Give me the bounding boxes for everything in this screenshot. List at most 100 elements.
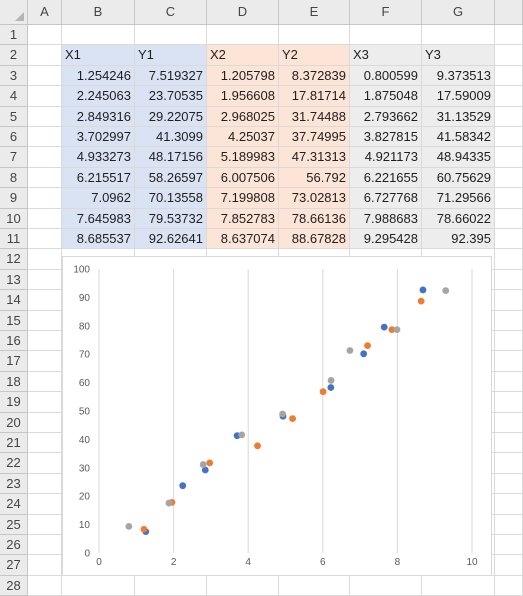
cell[interactable] [28,412,62,433]
table-value-cell[interactable]: 1.956608 [207,86,279,107]
row-header-14[interactable]: 14 [0,290,28,311]
cell[interactable] [28,453,62,474]
cell[interactable] [28,25,62,46]
cell[interactable] [28,290,62,311]
row-header-23[interactable]: 23 [0,473,28,495]
cell[interactable] [28,494,62,515]
cell[interactable] [495,412,523,433]
table-value-cell[interactable]: 23.70535 [135,86,207,107]
cell[interactable] [28,351,62,372]
cell[interactable] [495,167,523,189]
cell[interactable] [135,25,207,46]
cell[interactable] [28,188,62,209]
table-value-cell[interactable]: 4.921173 [350,147,422,168]
table-header-cell[interactable]: X3 [350,45,422,66]
row-header-3[interactable]: 3 [0,65,28,87]
row-header-16[interactable]: 16 [0,331,28,352]
table-value-cell[interactable]: 70.13558 [135,188,207,209]
cell[interactable] [28,65,62,87]
table-value-cell[interactable]: 31.74488 [279,106,350,127]
table-value-cell[interactable]: 56.792 [279,167,350,189]
column-header-f[interactable]: F [350,0,422,25]
cell[interactable] [28,147,62,168]
table-header-cell[interactable]: Y2 [279,45,350,66]
row-header-5[interactable]: 5 [0,106,28,127]
cell[interactable] [135,575,207,596]
table-value-cell[interactable]: 2.849316 [62,106,135,127]
table-value-cell[interactable]: 48.17156 [135,147,207,168]
cell[interactable] [495,45,523,66]
table-value-cell[interactable]: 78.66022 [422,208,495,229]
table-value-cell[interactable]: 79.53732 [135,208,207,229]
row-header-18[interactable]: 18 [0,371,28,393]
table-value-cell[interactable]: 60.75629 [422,167,495,189]
table-value-cell[interactable]: 1.875048 [350,86,422,107]
cell[interactable] [495,494,523,515]
cell[interactable] [28,310,62,331]
column-header-a[interactable]: A [28,0,62,25]
row-header-2[interactable]: 2 [0,45,28,66]
cell[interactable] [495,106,523,127]
table-value-cell[interactable]: 92.395 [422,229,495,250]
row-header-17[interactable]: 17 [0,351,28,372]
table-value-cell[interactable]: 71.29566 [422,188,495,209]
table-value-cell[interactable]: 7.852783 [207,208,279,229]
table-value-cell[interactable]: 2.793662 [350,106,422,127]
row-header-11[interactable]: 11 [0,229,28,250]
table-value-cell[interactable]: 17.59009 [422,86,495,107]
row-header-28[interactable]: 28 [0,575,28,596]
cell[interactable] [495,127,523,148]
table-value-cell[interactable]: 41.58342 [422,127,495,148]
table-value-cell[interactable]: 2.968025 [207,106,279,127]
table-value-cell[interactable]: 29.22075 [135,106,207,127]
cell[interactable] [495,25,523,46]
cell[interactable] [28,392,62,413]
row-header-10[interactable]: 10 [0,208,28,229]
column-header-c[interactable]: C [135,0,207,25]
cell[interactable] [350,25,422,46]
cell[interactable] [350,575,422,596]
cell[interactable] [495,249,523,270]
row-header-22[interactable]: 22 [0,453,28,474]
table-value-cell[interactable]: 58.26597 [135,167,207,189]
row-header-6[interactable]: 6 [0,127,28,148]
cell[interactable] [495,188,523,209]
table-value-cell[interactable]: 31.13529 [422,106,495,127]
cell[interactable] [28,106,62,127]
table-value-cell[interactable]: 88.67828 [279,229,350,250]
table-value-cell[interactable]: 6.727768 [350,188,422,209]
table-value-cell[interactable]: 0.800599 [350,65,422,87]
cell[interactable] [495,575,523,596]
table-value-cell[interactable]: 3.827815 [350,127,422,148]
cell[interactable] [495,514,523,535]
row-header-13[interactable]: 13 [0,269,28,291]
cell[interactable] [28,433,62,454]
cell[interactable] [28,86,62,107]
column-header-partial[interactable] [495,0,523,25]
cell[interactable] [28,473,62,495]
column-header-g[interactable]: G [422,0,495,25]
table-value-cell[interactable]: 1.254246 [62,65,135,87]
table-value-cell[interactable]: 7.199808 [207,188,279,209]
table-value-cell[interactable]: 47.31313 [279,147,350,168]
table-value-cell[interactable]: 7.645983 [62,208,135,229]
table-header-cell[interactable]: X1 [62,45,135,66]
table-value-cell[interactable]: 6.007506 [207,167,279,189]
table-value-cell[interactable]: 9.295428 [350,229,422,250]
cell[interactable] [28,514,62,535]
cell[interactable] [495,371,523,393]
cell[interactable] [495,290,523,311]
table-value-cell[interactable]: 7.988683 [350,208,422,229]
row-header-15[interactable]: 15 [0,310,28,331]
table-value-cell[interactable]: 6.215517 [62,167,135,189]
table-value-cell[interactable]: 8.372839 [279,65,350,87]
cell[interactable] [28,269,62,291]
cell[interactable] [422,575,495,596]
table-value-cell[interactable]: 8.637074 [207,229,279,250]
table-value-cell[interactable]: 5.189983 [207,147,279,168]
table-value-cell[interactable]: 92.62641 [135,229,207,250]
row-header-7[interactable]: 7 [0,147,28,168]
cell[interactable] [495,310,523,331]
cell[interactable] [495,433,523,454]
cell[interactable] [28,127,62,148]
